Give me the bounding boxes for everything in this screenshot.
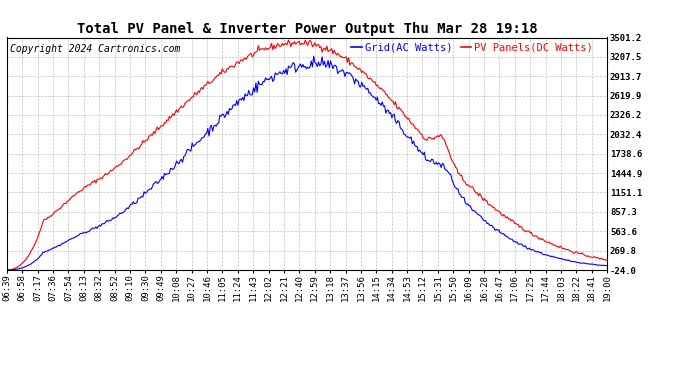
Title: Total PV Panel & Inverter Power Output Thu Mar 28 19:18: Total PV Panel & Inverter Power Output T…: [77, 22, 538, 36]
Legend: Grid(AC Watts), PV Panels(DC Watts): Grid(AC Watts), PV Panels(DC Watts): [351, 43, 593, 53]
Text: Copyright 2024 Cartronics.com: Copyright 2024 Cartronics.com: [10, 45, 180, 54]
